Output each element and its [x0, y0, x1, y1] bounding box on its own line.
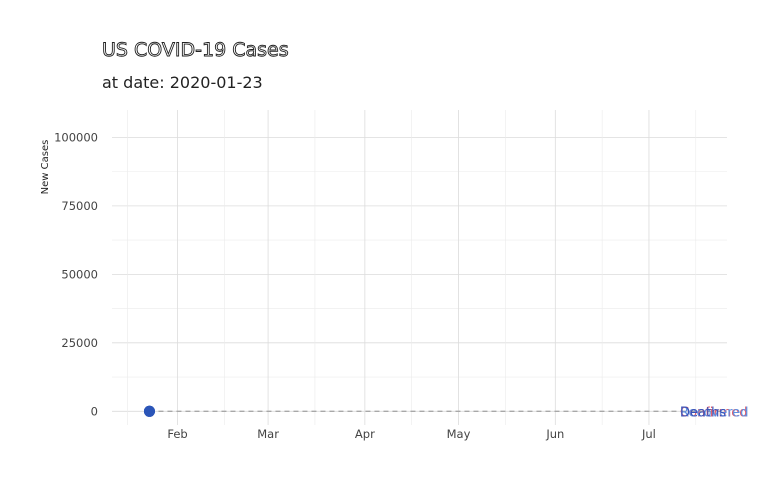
data-points — [143, 405, 155, 417]
y-tick-label: 0 — [91, 404, 98, 418]
y-tick-labels: 0 25000 50000 75000 100000 — [54, 130, 98, 418]
y-tick-label: 25000 — [61, 336, 98, 350]
x-tick-label: Feb — [167, 427, 187, 441]
x-tick-label: Jul — [641, 427, 656, 441]
grid — [112, 110, 727, 425]
x-tick-label: Jun — [545, 427, 564, 441]
series-label-deaths: Deaths — [680, 405, 726, 420]
x-tick-label: Mar — [257, 427, 279, 441]
chart-subtitle: at date: 2020-01-23 — [102, 73, 263, 92]
y-axis-label: New Cases — [40, 140, 51, 195]
y-tick-label: 50000 — [61, 267, 98, 281]
chart-title: US COVID-19 Cases — [102, 39, 289, 61]
y-tick-label: 100000 — [54, 130, 98, 144]
series-label-recovered: Recovered — [680, 405, 749, 420]
series-label-confirmed: Confirmed — [680, 405, 748, 420]
x-tick-label: Apr — [355, 427, 375, 441]
x-tick-labels: Feb Mar Apr May Jun Jul — [167, 427, 656, 441]
data-point-recovered — [143, 405, 155, 417]
y-tick-label: 75000 — [61, 199, 98, 213]
x-tick-label: May — [447, 427, 471, 441]
